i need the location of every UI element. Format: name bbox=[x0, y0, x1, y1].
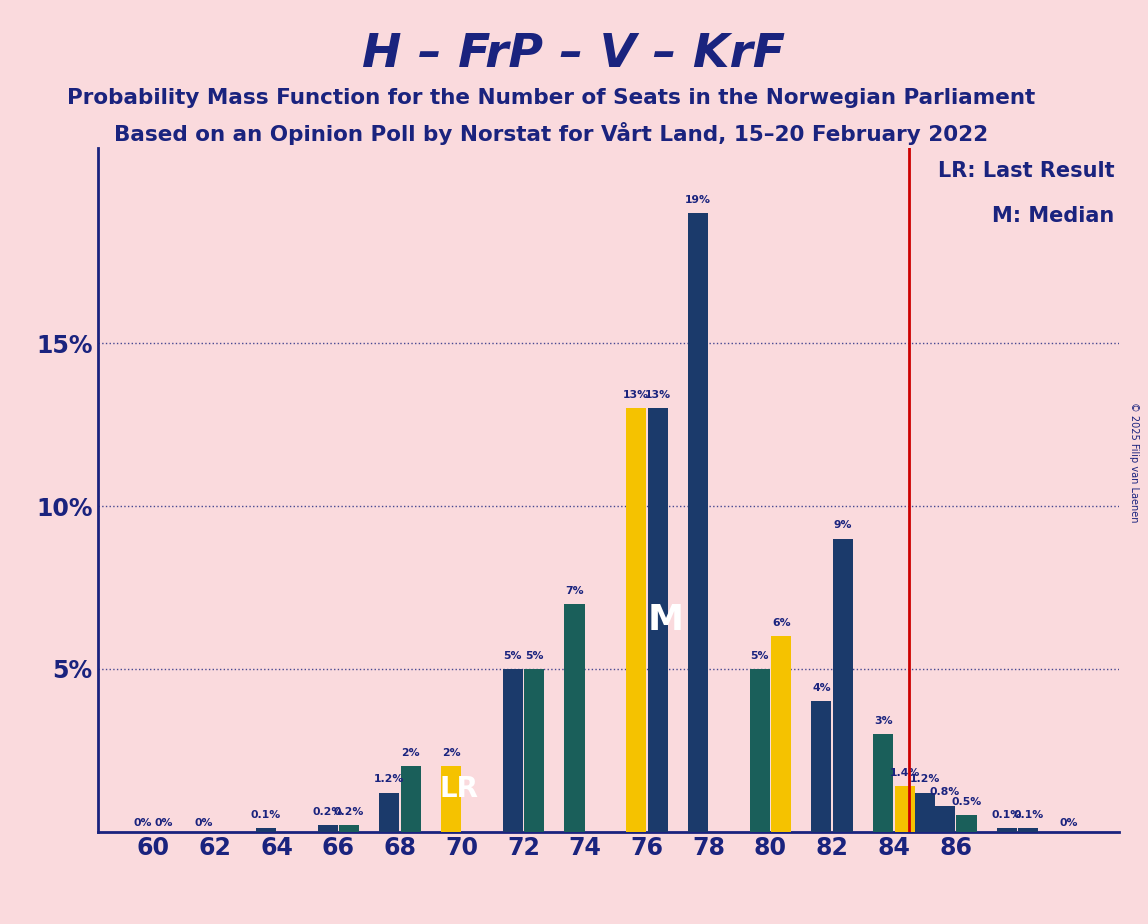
Bar bbox=[771, 637, 791, 832]
Text: LR: Last Result: LR: Last Result bbox=[938, 161, 1115, 181]
Bar bbox=[565, 603, 584, 832]
Text: 2%: 2% bbox=[402, 748, 420, 759]
Bar bbox=[647, 408, 668, 832]
Text: 0.1%: 0.1% bbox=[1014, 810, 1044, 821]
Text: 0.2%: 0.2% bbox=[334, 807, 364, 817]
Text: 0.5%: 0.5% bbox=[952, 797, 982, 808]
Text: Based on an Opinion Poll by Norstat for Vårt Land, 15–20 February 2022: Based on an Opinion Poll by Norstat for … bbox=[114, 122, 988, 145]
Bar bbox=[525, 669, 544, 832]
Text: 9%: 9% bbox=[833, 520, 852, 530]
Text: 0%: 0% bbox=[1060, 819, 1078, 828]
Bar bbox=[915, 793, 934, 832]
Bar bbox=[894, 786, 915, 832]
Bar bbox=[379, 793, 400, 832]
Bar bbox=[401, 767, 421, 832]
Text: 2%: 2% bbox=[442, 748, 460, 759]
Text: LR: LR bbox=[440, 775, 479, 803]
Text: 0.2%: 0.2% bbox=[312, 807, 343, 817]
Bar bbox=[996, 828, 1017, 832]
Text: 5%: 5% bbox=[525, 650, 544, 661]
Bar bbox=[503, 669, 522, 832]
Text: 1.2%: 1.2% bbox=[909, 774, 940, 784]
Bar bbox=[339, 825, 359, 832]
Text: 13%: 13% bbox=[645, 390, 670, 400]
Text: Probability Mass Function for the Number of Seats in the Norwegian Parliament: Probability Mass Function for the Number… bbox=[67, 88, 1035, 108]
Text: 0.1%: 0.1% bbox=[250, 810, 281, 821]
Text: 0%: 0% bbox=[155, 819, 173, 828]
Bar bbox=[688, 213, 708, 832]
Bar bbox=[812, 701, 831, 832]
Text: 3%: 3% bbox=[874, 716, 892, 725]
Text: 0%: 0% bbox=[195, 819, 214, 828]
Text: H – FrP – V – KrF: H – FrP – V – KrF bbox=[363, 32, 785, 78]
Text: 19%: 19% bbox=[685, 195, 711, 205]
Bar bbox=[833, 539, 853, 832]
Text: 7%: 7% bbox=[565, 586, 584, 596]
Bar bbox=[750, 669, 769, 832]
Text: © 2025 Filip van Laenen: © 2025 Filip van Laenen bbox=[1130, 402, 1139, 522]
Text: 0%: 0% bbox=[133, 819, 152, 828]
Bar bbox=[956, 815, 977, 832]
Text: 1.2%: 1.2% bbox=[374, 774, 404, 784]
Text: M: M bbox=[647, 603, 683, 637]
Bar bbox=[256, 828, 276, 832]
Text: M: Median: M: Median bbox=[992, 206, 1115, 226]
Bar bbox=[1018, 828, 1038, 832]
Text: 13%: 13% bbox=[623, 390, 650, 400]
Bar bbox=[626, 408, 646, 832]
Bar bbox=[441, 767, 461, 832]
Text: 5%: 5% bbox=[504, 650, 522, 661]
Text: 5%: 5% bbox=[751, 650, 769, 661]
Bar bbox=[874, 734, 893, 832]
Text: 1.4%: 1.4% bbox=[890, 768, 920, 778]
Bar bbox=[318, 825, 338, 832]
Text: 6%: 6% bbox=[771, 618, 791, 628]
Text: 0.8%: 0.8% bbox=[930, 787, 960, 797]
Text: 4%: 4% bbox=[812, 683, 831, 693]
Bar bbox=[934, 806, 955, 832]
Text: 0.1%: 0.1% bbox=[992, 810, 1022, 821]
